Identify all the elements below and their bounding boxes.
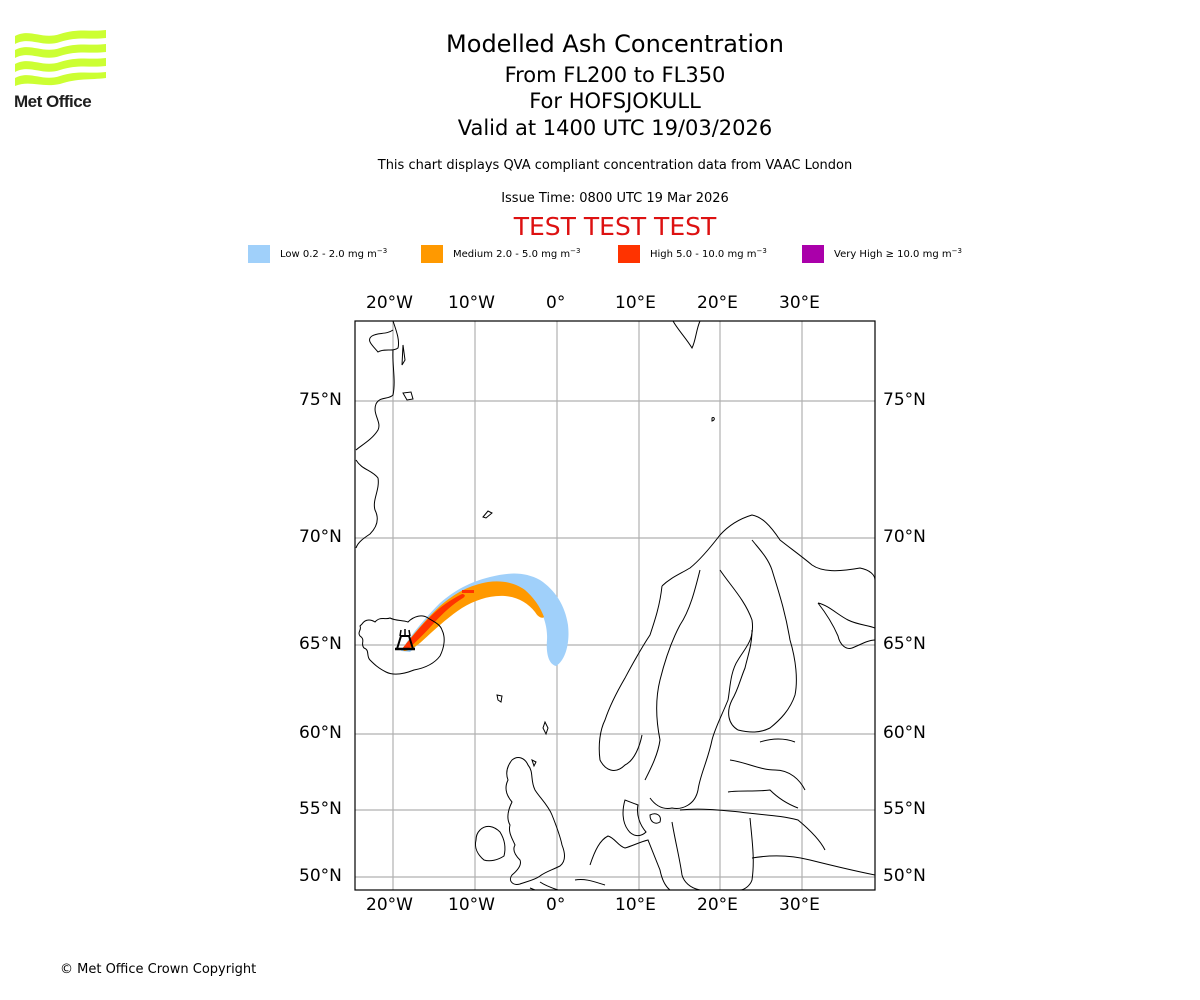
legend-swatch-high bbox=[618, 244, 640, 263]
legend-exp-low: −3 bbox=[376, 247, 388, 255]
legend-exp-high: −3 bbox=[756, 247, 767, 255]
coast-france bbox=[529, 881, 559, 890]
lat-label-right-65n: 65°N bbox=[883, 634, 926, 654]
coast-great-britain bbox=[505, 757, 565, 885]
lat-label-left-65n: 65°N bbox=[299, 634, 342, 654]
coast-shetland bbox=[531, 720, 549, 768]
coast-low-countries bbox=[574, 835, 671, 890]
coast-greenland-islands bbox=[401, 344, 414, 401]
lon-label-bottom-10e: 10°E bbox=[615, 895, 656, 915]
issue-time: Issue Time: 0800 UTC 19 Mar 2026 bbox=[501, 191, 729, 206]
graticule bbox=[355, 321, 875, 890]
coast-iceland bbox=[358, 615, 445, 675]
legend-label-low: Low 0.2 - 2.0 mg m bbox=[280, 249, 377, 260]
met-office-logo-icon bbox=[15, 30, 106, 86]
legend-exp-very-high: −3 bbox=[951, 247, 962, 255]
volcano-name: For HOFSJOKULL bbox=[529, 89, 701, 113]
chart-title: Modelled Ash Concentration bbox=[446, 30, 784, 58]
lon-label-bottom-20e: 20°E bbox=[697, 895, 738, 915]
lat-label-right-55n: 55°N bbox=[883, 799, 926, 819]
legend-swatch-low bbox=[248, 244, 270, 263]
copyright-notice: © Met Office Crown Copyright bbox=[60, 962, 257, 977]
border-sweden-norway bbox=[644, 569, 701, 781]
coast-finland bbox=[728, 539, 797, 733]
lat-label-left-50n: 50°N bbox=[299, 866, 342, 886]
test-banner: TEST TEST TEST bbox=[513, 212, 717, 241]
volcano-icon bbox=[395, 629, 415, 651]
legend-swatch-medium bbox=[421, 244, 443, 263]
lon-label-bottom-10w: 10°W bbox=[448, 895, 495, 915]
coast-denmark bbox=[622, 799, 661, 837]
coast-norway bbox=[598, 514, 875, 771]
lat-label-left-70n: 70°N bbox=[299, 527, 342, 547]
lon-label-top-0: 0° bbox=[546, 293, 566, 313]
coast-greenland bbox=[355, 321, 399, 549]
lon-label-top-30e: 30°E bbox=[779, 293, 820, 313]
lon-label-top-10e: 10°E bbox=[615, 293, 656, 313]
legend-exp-medium: −3 bbox=[570, 247, 581, 255]
lon-label-bottom-30e: 30°E bbox=[779, 895, 820, 915]
coast-ireland bbox=[475, 825, 506, 862]
flight-level-range: From FL200 to FL350 bbox=[504, 63, 726, 87]
coast-russia-kola bbox=[817, 602, 875, 649]
lat-label-right-70n: 70°N bbox=[883, 527, 926, 547]
lat-label-left-60n: 60°N bbox=[299, 723, 342, 743]
valid-time: Valid at 1400 UTC 19/03/2026 bbox=[457, 116, 773, 140]
border-central-europe bbox=[671, 817, 875, 890]
coast-sweden bbox=[649, 569, 754, 809]
ash-plume-high bbox=[402, 594, 465, 650]
lat-label-right-75n: 75°N bbox=[883, 390, 926, 410]
lat-label-left-75n: 75°N bbox=[299, 390, 342, 410]
lat-label-left-55n: 55°N bbox=[299, 799, 342, 819]
lon-label-bottom-0: 0° bbox=[546, 895, 566, 915]
legend-label-high: High 5.0 - 10.0 mg m bbox=[650, 249, 757, 260]
coast-faroe bbox=[496, 694, 503, 703]
ash-plume-medium bbox=[402, 581, 544, 651]
lon-label-top-20w: 20°W bbox=[366, 293, 413, 313]
logo-text: Met Office bbox=[14, 92, 92, 111]
coastlines bbox=[355, 321, 875, 890]
legend-item-very-high: Very High ≥ 10.0 mg m−3 bbox=[802, 244, 962, 263]
coast-jan-mayen bbox=[482, 510, 493, 519]
legend-label-medium: Medium 2.0 - 5.0 mg m bbox=[453, 249, 571, 260]
legend-item-medium: Medium 2.0 - 5.0 mg m−3 bbox=[421, 244, 580, 263]
chart-description: This chart displays QVA compliant concen… bbox=[377, 158, 853, 173]
lon-label-top-20e: 20°E bbox=[697, 293, 738, 313]
map-frame bbox=[354, 320, 876, 891]
coast-baltics bbox=[679, 738, 826, 851]
lon-label-bottom-20w: 20°W bbox=[366, 895, 413, 915]
ash-plume-high-fragment bbox=[462, 590, 474, 593]
legend-swatch-very-high bbox=[802, 244, 824, 263]
lat-label-right-50n: 50°N bbox=[883, 866, 926, 886]
lat-label-right-60n: 60°N bbox=[883, 723, 926, 743]
legend-item-high: High 5.0 - 10.0 mg m−3 bbox=[618, 244, 767, 263]
legend-label-very-high: Very High ≥ 10.0 mg m bbox=[834, 249, 952, 260]
coast-svalbard bbox=[672, 321, 715, 422]
lon-label-top-10w: 10°W bbox=[448, 293, 495, 313]
legend-item-low: Low 0.2 - 2.0 mg m−3 bbox=[248, 244, 387, 263]
